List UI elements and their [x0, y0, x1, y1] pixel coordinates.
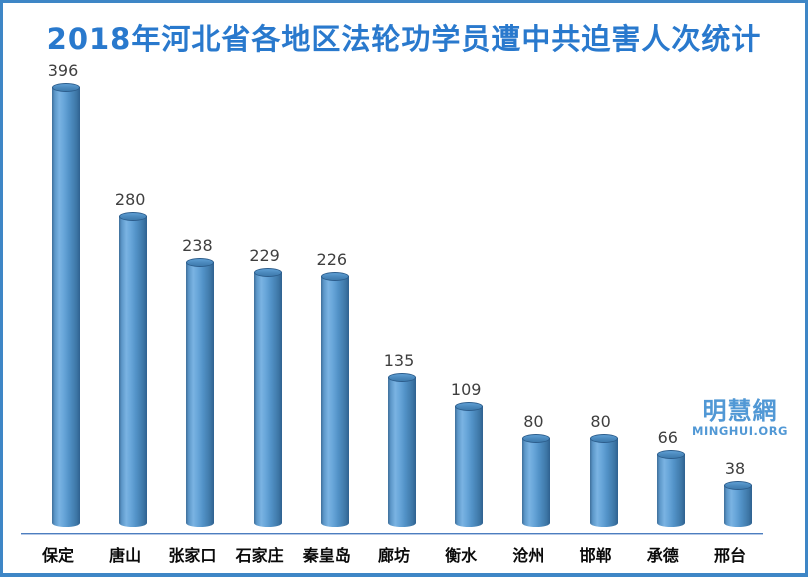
- category-label: 衡水: [445, 546, 478, 565]
- bar-cap: [522, 434, 551, 443]
- bar-body: [253, 272, 282, 527]
- category-label: 邯郸: [579, 546, 612, 565]
- bar-cap: [186, 258, 215, 267]
- bar-邯郸: [589, 434, 618, 527]
- chart-title: 2018年河北省各地区法轮功学员遭中共迫害人次统计: [46, 22, 762, 56]
- bar-cap: [589, 434, 618, 443]
- value-label: 80: [590, 412, 611, 431]
- bar-body: [320, 276, 349, 527]
- category-label: 承德: [646, 546, 679, 565]
- bar-秦皇岛: [320, 272, 349, 527]
- value-label: 229: [249, 246, 280, 265]
- bar-cap: [388, 373, 416, 382]
- bar-张家口: [186, 258, 215, 527]
- bar-cap: [253, 268, 282, 277]
- value-label: 80: [523, 412, 544, 431]
- bar-body: [455, 406, 484, 527]
- category-label: 保定: [41, 546, 74, 565]
- bar-cap: [455, 402, 484, 411]
- category-label: 唐山: [109, 546, 142, 565]
- bar-邢台: [724, 481, 752, 527]
- value-label: 226: [316, 250, 348, 269]
- bar-cap: [656, 450, 685, 459]
- watermark: 明慧網 MINGHUI.ORG: [686, 399, 794, 438]
- value-label: 238: [182, 236, 213, 255]
- category-label: 秦皇岛: [302, 546, 351, 565]
- bar-沧州: [522, 434, 551, 527]
- bar-body: [522, 438, 551, 527]
- bar-body: [186, 262, 215, 527]
- bar-保定: [52, 83, 80, 527]
- value-label: 135: [383, 351, 415, 370]
- bar-body: [656, 454, 685, 527]
- bar-cap: [52, 83, 80, 92]
- value-label: 66: [657, 428, 678, 447]
- value-label: 396: [47, 61, 79, 80]
- value-label: 38: [724, 459, 746, 478]
- category-label: 廊坊: [377, 546, 410, 565]
- category-label: 沧州: [512, 546, 545, 565]
- category-label: 张家口: [168, 546, 217, 565]
- bar-石家庄: [253, 268, 282, 527]
- bar-body: [119, 216, 148, 527]
- bar-body: [724, 485, 752, 527]
- category-label: 邢台: [713, 546, 746, 565]
- category-label: 石家庄: [235, 546, 284, 565]
- bar-cap: [119, 212, 148, 221]
- watermark-brand: 明慧網: [702, 397, 778, 425]
- bar-衡水: [455, 402, 484, 527]
- value-label: 109: [450, 380, 482, 399]
- bar-cap: [320, 272, 349, 281]
- bar-廊坊: [388, 373, 416, 527]
- bar-唐山: [119, 212, 148, 527]
- value-label: 280: [114, 190, 146, 209]
- bar-body: [52, 87, 80, 527]
- bar-body: [388, 377, 416, 527]
- watermark-site: MINGHUI.ORG: [692, 424, 788, 438]
- bar-cap: [724, 481, 752, 490]
- bar-承德: [656, 450, 685, 527]
- x-axis-line: [21, 533, 763, 535]
- bar-body: [589, 438, 618, 527]
